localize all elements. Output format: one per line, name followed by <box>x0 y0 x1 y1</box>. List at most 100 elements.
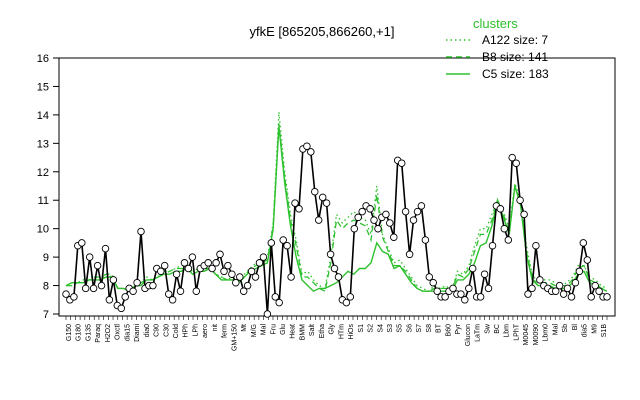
data-point <box>457 290 465 298</box>
x-tick-label: S8 <box>426 324 433 333</box>
x-tick-label: Sb <box>562 324 569 333</box>
x-tick-label: LPh <box>192 324 199 337</box>
data-point <box>287 273 295 281</box>
y-tick-label: 11 <box>38 195 49 207</box>
data-point <box>117 304 126 313</box>
x-tick-label: Lbm <box>504 324 511 338</box>
x-tick-label: ferm <box>222 324 229 338</box>
data-point <box>425 273 434 281</box>
data-point <box>579 239 588 247</box>
x-tick-label: Mal <box>552 324 559 336</box>
data-point <box>326 250 335 259</box>
data-point <box>413 207 422 216</box>
data-point <box>595 287 603 295</box>
data-point <box>330 264 339 273</box>
data-point <box>176 287 185 295</box>
data-point <box>232 278 240 287</box>
data-point <box>583 256 592 264</box>
legend-label: B8 size: 141 <box>482 50 548 64</box>
data-point <box>591 281 599 290</box>
data-point <box>224 261 232 270</box>
data-point <box>216 250 224 259</box>
x-tick-label: S6 <box>406 324 413 333</box>
data-point <box>528 284 536 293</box>
data-point <box>484 284 493 293</box>
data-point <box>168 296 177 304</box>
data-point <box>311 187 319 196</box>
x-tick-label: C30 <box>163 324 170 337</box>
y-tick-label: 14 <box>37 110 49 122</box>
x-tick-label: LaTm <box>475 324 482 342</box>
data-point <box>263 310 272 318</box>
x-tick-label: Diami <box>134 324 141 342</box>
x-tick-label: HPh <box>183 324 190 338</box>
data-point <box>587 293 595 301</box>
x-tick-label: Gly <box>329 324 336 335</box>
data-point <box>157 267 165 276</box>
x-tick-label: M0090 <box>533 324 540 346</box>
data-point <box>397 159 406 167</box>
data-point <box>121 293 129 301</box>
data-point <box>62 290 70 298</box>
data-point <box>89 284 98 293</box>
series-line-solid <box>65 126 608 293</box>
data-point <box>334 273 343 281</box>
data-point <box>524 290 532 298</box>
data-point <box>204 259 212 267</box>
data-point <box>109 276 118 284</box>
data-point <box>70 293 78 301</box>
data-point <box>251 273 260 281</box>
x-tick-label: Mal <box>261 324 268 336</box>
data-point <box>551 287 560 295</box>
chart-title: yfkE [865205,866260,+1] <box>250 24 395 39</box>
data-point <box>85 253 94 261</box>
x-tick-label: dia15 <box>124 324 131 341</box>
data-point <box>259 253 268 261</box>
data-point <box>500 224 509 233</box>
x-tick-label: M/G <box>251 324 258 337</box>
data-point <box>267 239 276 247</box>
data-point <box>374 224 382 233</box>
x-tick-label: H2O2 <box>105 324 112 342</box>
x-tick-label: aero <box>202 324 209 338</box>
data-point <box>342 298 351 307</box>
x-tick-label: Cold <box>173 324 180 339</box>
x-tick-label: Glucon <box>465 324 472 346</box>
data-point <box>192 287 201 295</box>
x-tick-label: dia0 <box>144 324 151 337</box>
data-point <box>236 273 244 281</box>
data-point <box>366 205 374 213</box>
data-point <box>429 278 437 287</box>
data-point <box>105 296 114 304</box>
x-axis: G150 G180 G135 Paraq H2O2 Oxctl dia15 Diami dia0… <box>65 316 608 351</box>
x-tick-label: BC <box>494 324 501 334</box>
data-point <box>433 287 441 295</box>
data-point <box>212 259 220 267</box>
x-tick-label: Lbm0 <box>543 324 550 342</box>
sample-points <box>62 142 611 318</box>
x-tick-label: Fru <box>270 324 277 335</box>
x-tick-label: BMM <box>299 324 306 341</box>
data-point <box>370 216 378 224</box>
data-point <box>133 278 141 287</box>
data-point <box>386 219 394 227</box>
x-tick-label: G180 <box>76 324 83 341</box>
data-point <box>164 290 173 298</box>
x-tick-label: S4 <box>377 324 384 333</box>
data-point <box>571 278 580 287</box>
data-point <box>504 236 513 244</box>
x-tick-label: S1 <box>358 324 365 333</box>
data-point <box>532 241 540 250</box>
plot-frame <box>58 57 616 317</box>
series-lines <box>65 111 608 293</box>
data-point <box>575 267 584 276</box>
x-tick-label: Mt <box>241 324 248 332</box>
y-tick-label: 13 <box>37 138 49 150</box>
y-tick-label: 10 <box>37 224 49 236</box>
data-point <box>520 210 528 219</box>
data-point <box>350 224 359 233</box>
data-point <box>247 267 256 276</box>
data-point <box>318 193 327 202</box>
x-tick-label: G135 <box>85 324 92 341</box>
